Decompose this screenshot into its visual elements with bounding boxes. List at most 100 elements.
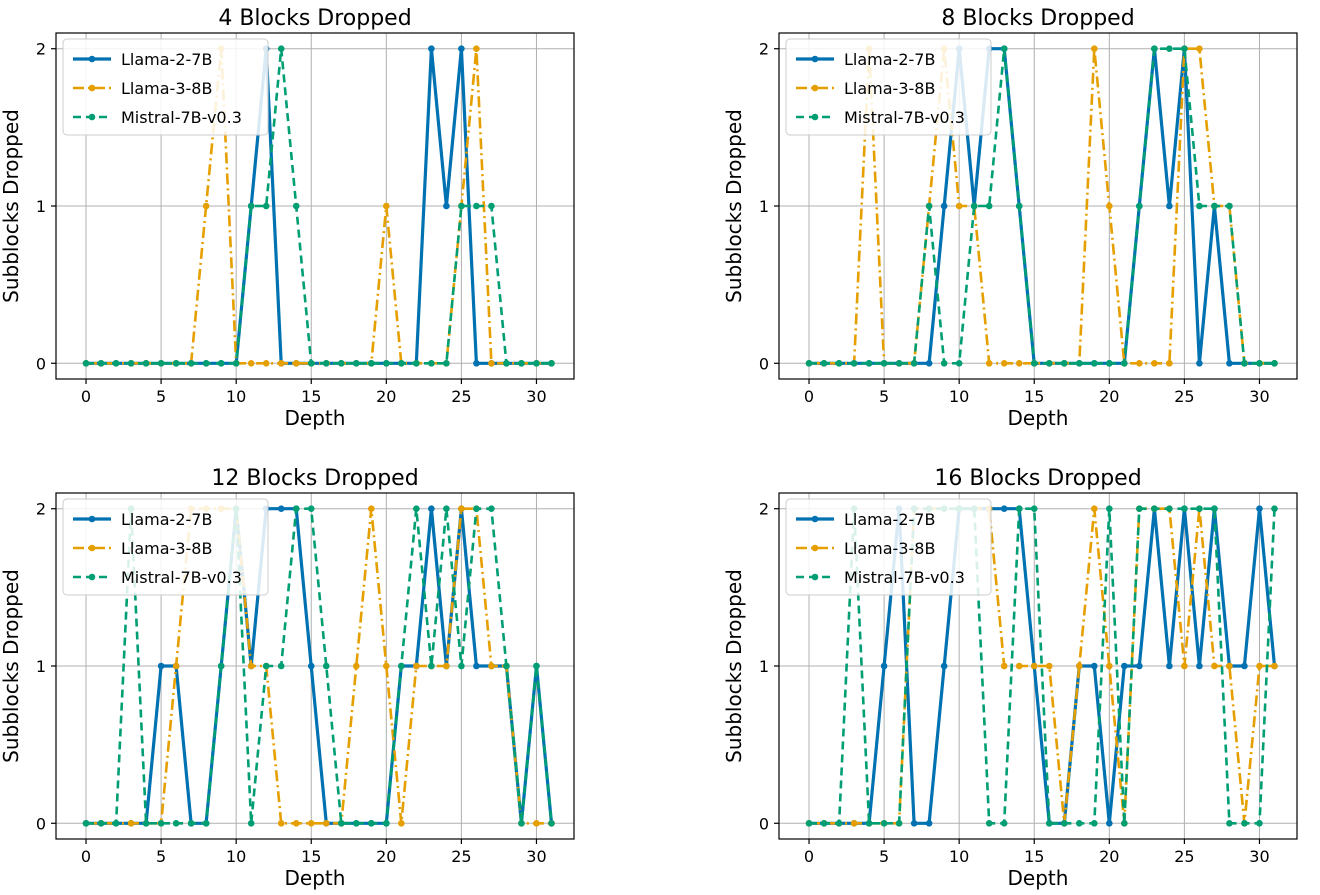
data-point-llama-3-8b [1136, 359, 1143, 367]
data-point-mistral-7b-v0-3 [1075, 819, 1083, 827]
data-point-llama-3-8b [352, 662, 360, 670]
data-point-llama-3-8b [473, 45, 480, 53]
data-point-llama-3-8b [277, 359, 285, 367]
y-axis-label: Subblocks Dropped [722, 109, 746, 303]
x-tick-label: 25 [451, 847, 471, 866]
x-tick-label: 5 [879, 387, 889, 406]
legend-marker [88, 573, 96, 581]
data-point-mistral-7b-v0-3 [277, 662, 285, 670]
y-tick-label: 2 [759, 40, 769, 59]
data-point-mistral-7b-v0-3 [383, 819, 390, 827]
x-tick-label: 25 [1174, 387, 1194, 406]
chart-panel-1: 0 5 10 15 20 25 30 0 1 2 4 Blocks Dropped Depth Subb… [0, 6, 575, 430]
data-point-mistral-7b-v0-3 [850, 359, 858, 367]
data-point-llama-3-8b [127, 819, 135, 827]
x-tick-label: 10 [226, 387, 246, 406]
data-point-mistral-7b-v0-3 [112, 359, 120, 367]
x-tick-label: 0 [81, 387, 91, 406]
data-point-llama-3-8b [1015, 662, 1023, 670]
data-point-llama-2-7b [1121, 662, 1128, 670]
legend: Llama-2-7B Llama-3-8B Mistral-7B-v0.3 [785, 498, 992, 596]
data-point-mistral-7b-v0-3 [458, 202, 465, 210]
data-point-llama-2-7b [1166, 662, 1173, 670]
data-point-mistral-7b-v0-3 [232, 359, 240, 367]
data-point-mistral-7b-v0-3 [443, 359, 450, 367]
legend-marker [88, 515, 96, 523]
data-point-llama-3-8b [292, 819, 300, 827]
y-tick-label: 2 [36, 500, 46, 519]
series-line-llama-3-8b [86, 47, 552, 365]
data-point-mistral-7b-v0-3 [1045, 359, 1053, 367]
data-point-mistral-7b-v0-3 [955, 359, 963, 367]
data-point-mistral-7b-v0-3 [307, 505, 315, 513]
x-tick-label: 20 [376, 847, 396, 866]
data-point-mistral-7b-v0-3 [1015, 505, 1023, 513]
data-point-llama-3-8b [850, 819, 858, 827]
x-tick-label: 15 [301, 847, 321, 866]
data-point-mistral-7b-v0-3 [142, 819, 150, 827]
chart-panel-2: 0 5 10 15 20 25 30 0 1 2 8 Blocks Dropped Depth Subb… [722, 6, 1298, 430]
legend-marker [88, 544, 96, 552]
data-point-llama-3-8b [1045, 662, 1053, 670]
data-point-mistral-7b-v0-3 [1015, 202, 1023, 210]
data-point-mistral-7b-v0-3 [202, 819, 210, 827]
data-point-mistral-7b-v0-3 [1106, 505, 1113, 513]
data-point-llama-2-7b [1091, 662, 1098, 670]
y-axis-label: Subblocks Dropped [0, 569, 23, 763]
data-point-llama-3-8b [398, 819, 405, 827]
data-point-llama-2-7b [925, 819, 933, 827]
x-tick-label: 30 [1249, 847, 1269, 866]
data-point-llama-2-7b [473, 662, 480, 670]
legend-marker [811, 113, 819, 121]
chart-title: 4 Blocks Dropped [218, 6, 411, 31]
data-point-llama-3-8b [443, 662, 450, 670]
x-tick-label: 20 [1099, 847, 1119, 866]
data-point-llama-2-7b [277, 505, 285, 513]
y-tick-label: 0 [36, 814, 46, 833]
data-point-mistral-7b-v0-3 [1045, 819, 1053, 827]
data-point-llama-3-8b [262, 359, 270, 367]
x-tick-label: 5 [156, 387, 166, 406]
data-point-mistral-7b-v0-3 [1075, 359, 1083, 367]
data-point-mistral-7b-v0-3 [488, 202, 495, 210]
y-axis-label: Subblocks Dropped [722, 569, 746, 763]
data-point-llama-3-8b [292, 359, 300, 367]
legend: Llama-2-7B Llama-3-8B Mistral-7B-v0.3 [62, 498, 269, 596]
data-point-mistral-7b-v0-3 [307, 359, 315, 367]
x-tick-label: 0 [804, 387, 814, 406]
data-point-mistral-7b-v0-3 [398, 359, 405, 367]
data-point-mistral-7b-v0-3 [805, 359, 813, 367]
data-point-mistral-7b-v0-3 [1241, 359, 1248, 367]
legend-marker [811, 515, 819, 523]
legend: Llama-2-7B Llama-3-8B Mistral-7B-v0.3 [785, 38, 992, 136]
data-point-llama-3-8b [383, 662, 390, 670]
data-point-mistral-7b-v0-3 [97, 819, 105, 827]
data-point-llama-2-7b [157, 662, 165, 670]
data-point-mistral-7b-v0-3 [518, 359, 525, 367]
data-point-mistral-7b-v0-3 [488, 505, 495, 513]
data-point-llama-2-7b [925, 359, 933, 367]
legend-marker [811, 55, 819, 63]
data-point-mistral-7b-v0-3 [413, 505, 420, 513]
data-point-llama-2-7b [1166, 202, 1173, 210]
data-point-llama-3-8b [1106, 202, 1113, 210]
data-point-llama-3-8b [1075, 662, 1083, 670]
data-point-mistral-7b-v0-3 [518, 819, 525, 827]
data-point-mistral-7b-v0-3 [352, 819, 360, 827]
data-point-mistral-7b-v0-3 [880, 819, 888, 827]
data-point-llama-3-8b [1271, 662, 1278, 670]
data-point-llama-3-8b [1151, 359, 1158, 367]
data-point-llama-3-8b [413, 662, 420, 670]
legend-label-mistral-7b-v0-3: Mistral-7B-v0.3 [121, 108, 242, 127]
x-tick-label: 5 [156, 847, 166, 866]
x-tick-label: 25 [1174, 847, 1194, 866]
chart-panel-4: 0 5 10 15 20 25 30 0 1 2 16 Blocks Dropped Depth Sub… [722, 466, 1298, 890]
y-tick-label: 1 [36, 197, 46, 216]
data-point-llama-3-8b [277, 819, 285, 827]
data-point-llama-2-7b [443, 202, 450, 210]
data-point-mistral-7b-v0-3 [1166, 505, 1173, 513]
data-point-llama-2-7b [1136, 662, 1143, 670]
legend-marker [88, 84, 96, 92]
data-point-mistral-7b-v0-3 [187, 359, 195, 367]
x-tick-label: 30 [1249, 387, 1269, 406]
